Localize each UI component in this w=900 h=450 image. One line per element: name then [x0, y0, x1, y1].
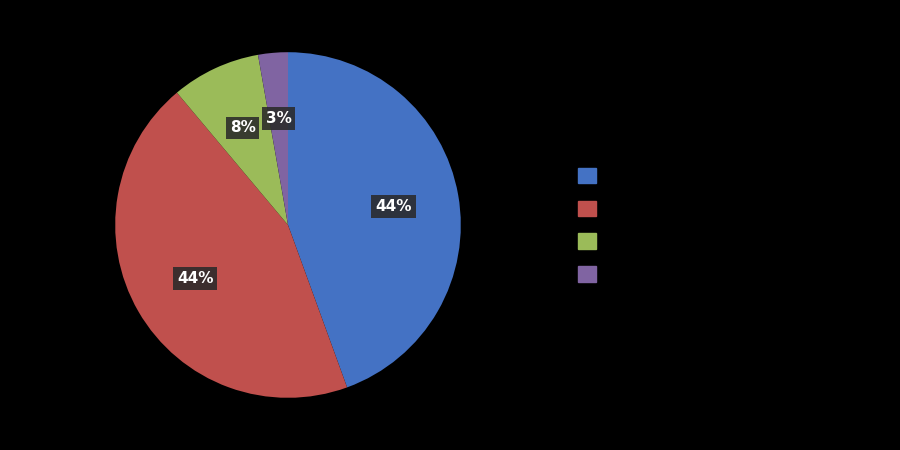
Text: 44%: 44%	[177, 271, 213, 286]
Wedge shape	[288, 52, 461, 387]
Text: 44%: 44%	[375, 199, 412, 214]
Wedge shape	[177, 55, 288, 225]
Wedge shape	[115, 93, 347, 398]
Text: 3%: 3%	[266, 111, 292, 126]
Legend: White (16 patients), Black or African American (16 patients), Asian (3 patients): White (16 patients), Black or African Am…	[565, 156, 900, 294]
Wedge shape	[258, 52, 288, 225]
Text: 8%: 8%	[230, 121, 256, 135]
